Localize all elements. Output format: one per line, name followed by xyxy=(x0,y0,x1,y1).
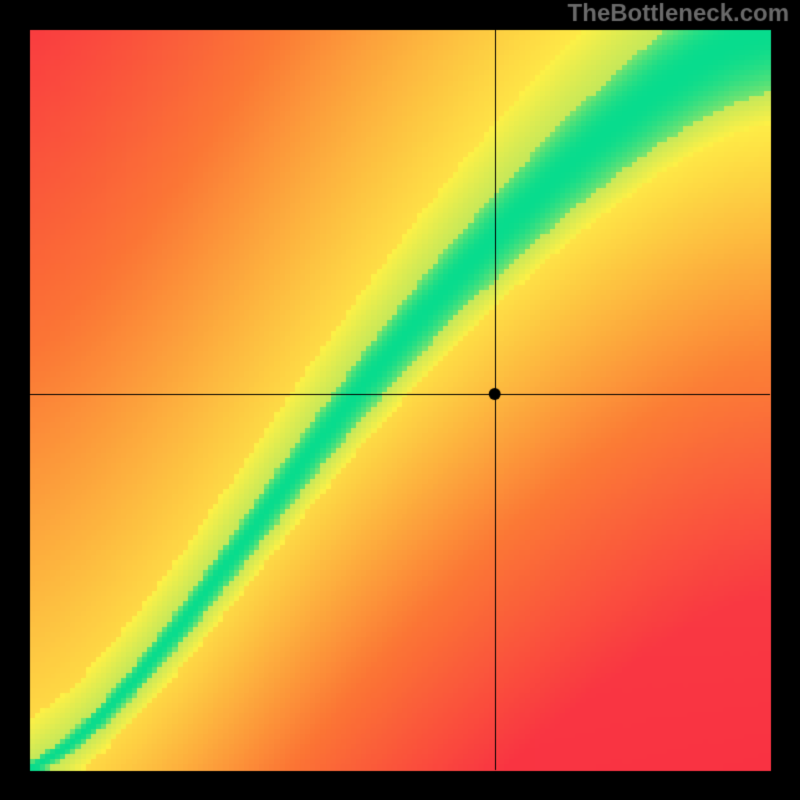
bottleneck-heatmap xyxy=(0,0,800,800)
chart-container xyxy=(0,0,800,800)
